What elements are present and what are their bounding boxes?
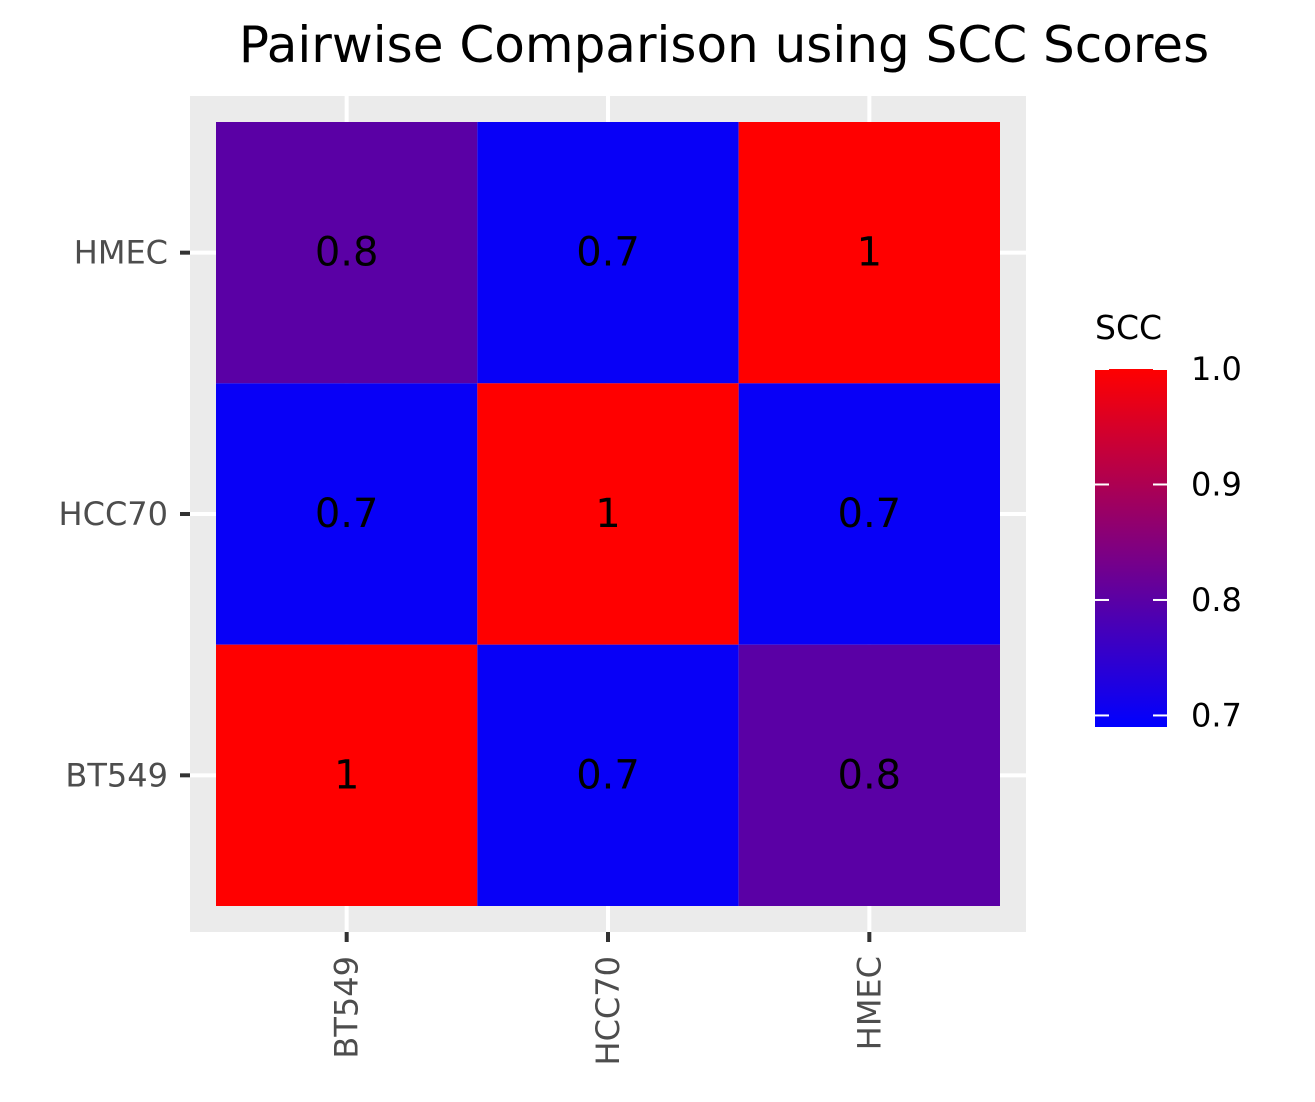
color-legend: SCC 1.0 0.9 0.8 0.7 — [1095, 308, 1242, 734]
cell-tile — [738, 122, 1000, 384]
cell-value-label: 0.7 — [576, 230, 640, 276]
cell-tile — [216, 644, 478, 906]
heatmap-cell-bt549-hcc70: 0.7 — [216, 383, 478, 645]
heatmap-cell-bt549-hmec: 0.8 — [216, 122, 478, 384]
cell-value-label: 0.7 — [576, 752, 640, 798]
cell-value-label: 1 — [334, 752, 359, 798]
cell-tile — [216, 122, 478, 384]
legend-tick-label: 1.0 — [1191, 350, 1242, 388]
cell-tile — [738, 383, 1000, 645]
x-tick-label: BT549 — [328, 956, 366, 1059]
y-tick-label: BT549 — [65, 756, 168, 794]
cell-value-label: 0.7 — [838, 491, 902, 537]
heatmap-cell-hcc70-hcc70: 1 — [477, 383, 739, 645]
cell-value-label: 0.8 — [838, 752, 902, 798]
legend-colorbar — [1095, 369, 1167, 727]
legend-tick-label: 0.7 — [1191, 696, 1242, 734]
heatmap-cell-hmec-bt549: 0.8 — [738, 644, 1000, 906]
heatmap-cell-hcc70-hmec: 0.7 — [477, 122, 739, 384]
cell-tile — [477, 122, 739, 384]
cell-tile — [477, 383, 739, 645]
cell-tile — [738, 644, 1000, 906]
cell-value-label: 0.8 — [315, 230, 379, 276]
cell-value-label: 1 — [595, 491, 620, 537]
y-tick-label: HCC70 — [59, 495, 168, 533]
x-tick-label: HCC70 — [589, 956, 627, 1065]
cell-tile — [477, 644, 739, 906]
axes: BT549 HCC70 HMEC BT549 HCC70 HMEC — [59, 234, 889, 1066]
cell-value-label: 1 — [857, 230, 882, 276]
legend-tick-label: 0.8 — [1191, 581, 1242, 619]
chart-title: Pairwise Comparison using SCC Scores — [239, 16, 1209, 74]
legend-tick-label: 0.9 — [1191, 465, 1242, 503]
heatmap-cell-hcc70-bt549: 0.7 — [477, 644, 739, 906]
legend-title: SCC — [1095, 308, 1162, 347]
cell-value-label: 0.7 — [315, 491, 379, 537]
x-tick-label: HMEC — [850, 956, 888, 1050]
y-tick-label: HMEC — [74, 234, 168, 272]
heatmap-cell-bt549-bt549: 1 — [216, 644, 478, 906]
heatmap-cell-hmec-hmec: 1 — [738, 122, 1000, 384]
cell-tile — [216, 383, 478, 645]
heatmap-cells: 0.8 0.7 1 0.7 1 0.7 1 0.7 0.8 — [216, 122, 1000, 906]
heatmap-cell-hmec-hcc70: 0.7 — [738, 383, 1000, 645]
